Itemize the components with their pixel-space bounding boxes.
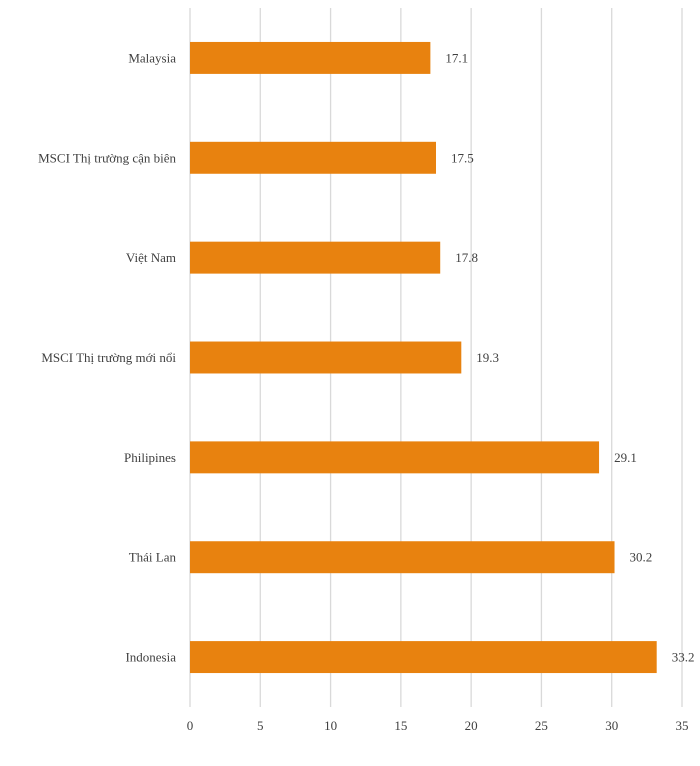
x-tick-label: 10: [324, 718, 337, 733]
x-tick-label: 30: [605, 718, 618, 733]
category-label: Philipines: [124, 450, 176, 465]
data-label: 17.1: [445, 50, 468, 65]
bar: [190, 541, 615, 574]
category-label: Malaysia: [128, 50, 176, 65]
bar: [190, 141, 436, 174]
category-label: Thái Lan: [129, 550, 177, 565]
data-label: 19.3: [476, 350, 499, 365]
x-tick-label: 0: [187, 718, 194, 733]
category-label: MSCI Thị trường cận biên: [38, 150, 176, 165]
bars: [190, 41, 657, 674]
data-label: 17.8: [455, 250, 478, 265]
data-label: 30.2: [630, 550, 653, 565]
bar: [190, 241, 441, 274]
x-tick-label: 15: [394, 718, 407, 733]
category-label: Việt Nam: [126, 250, 176, 265]
x-tick-label: 35: [676, 718, 689, 733]
data-labels: 17.1 17.5 17.8 19.3 29.1 30.2 33.2: [445, 50, 694, 664]
x-tick-label: 25: [535, 718, 548, 733]
x-tick-label: 5: [257, 718, 264, 733]
bar: [190, 441, 600, 474]
bar: [190, 341, 462, 374]
bar: [190, 41, 431, 74]
data-label: 33.2: [672, 650, 695, 665]
x-tick-label: 20: [465, 718, 478, 733]
category-labels: Malaysia MSCI Thị trường cận biên Việt Nam…: [38, 50, 176, 664]
data-label: 29.1: [614, 450, 637, 465]
category-label: MSCI Thị trường mới nổi: [41, 350, 176, 365]
category-label: Indonesia: [125, 650, 176, 665]
data-label: 17.5: [451, 150, 474, 165]
x-axis-tick-labels: 0 5 10 15 20 25 30 35: [187, 718, 689, 733]
bar: [190, 641, 657, 674]
